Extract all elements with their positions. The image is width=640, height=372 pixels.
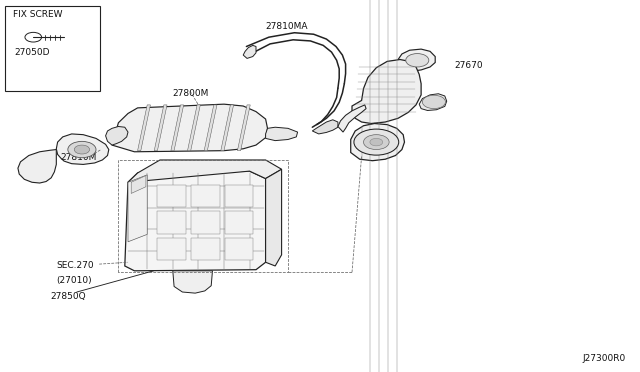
Polygon shape: [204, 105, 217, 151]
Polygon shape: [138, 105, 150, 151]
Polygon shape: [191, 185, 220, 207]
Circle shape: [364, 135, 389, 150]
Circle shape: [422, 95, 445, 109]
Bar: [5, 6, 100, 91]
Text: 27800M: 27800M: [173, 89, 209, 98]
Polygon shape: [225, 211, 253, 234]
Circle shape: [354, 129, 399, 155]
Polygon shape: [191, 211, 220, 234]
Polygon shape: [18, 150, 56, 183]
Circle shape: [25, 32, 42, 42]
Text: 27810MA: 27810MA: [266, 22, 308, 31]
Polygon shape: [191, 238, 220, 260]
Polygon shape: [338, 105, 366, 132]
Polygon shape: [173, 271, 212, 293]
Polygon shape: [56, 134, 109, 164]
Polygon shape: [106, 126, 128, 145]
Text: FIX SCREW: FIX SCREW: [13, 10, 62, 19]
Polygon shape: [397, 49, 435, 71]
Polygon shape: [266, 127, 298, 141]
Text: J27300R0: J27300R0: [582, 354, 626, 363]
Polygon shape: [312, 120, 338, 134]
Polygon shape: [266, 169, 282, 266]
Polygon shape: [157, 238, 186, 260]
Circle shape: [406, 54, 429, 67]
Circle shape: [74, 145, 90, 154]
Polygon shape: [351, 124, 404, 161]
Polygon shape: [221, 105, 234, 151]
Text: 27050D: 27050D: [14, 48, 49, 57]
Polygon shape: [188, 105, 200, 151]
Polygon shape: [225, 238, 253, 260]
Polygon shape: [112, 104, 268, 152]
Polygon shape: [157, 185, 186, 207]
Circle shape: [68, 141, 96, 158]
Polygon shape: [171, 105, 184, 151]
Text: SEC.270: SEC.270: [56, 261, 94, 270]
Text: 27670: 27670: [454, 61, 483, 70]
Polygon shape: [419, 94, 447, 110]
Polygon shape: [131, 176, 146, 193]
Polygon shape: [243, 45, 256, 58]
Polygon shape: [352, 60, 421, 124]
Text: (27010): (27010): [56, 276, 92, 285]
Polygon shape: [157, 211, 186, 234]
Polygon shape: [128, 175, 147, 242]
Text: 27850Q: 27850Q: [50, 292, 86, 301]
Polygon shape: [154, 105, 167, 151]
Polygon shape: [225, 185, 253, 207]
Circle shape: [370, 138, 383, 146]
Polygon shape: [128, 160, 282, 182]
Text: 27810M: 27810M: [61, 153, 97, 161]
Polygon shape: [237, 105, 250, 151]
Polygon shape: [125, 171, 266, 271]
